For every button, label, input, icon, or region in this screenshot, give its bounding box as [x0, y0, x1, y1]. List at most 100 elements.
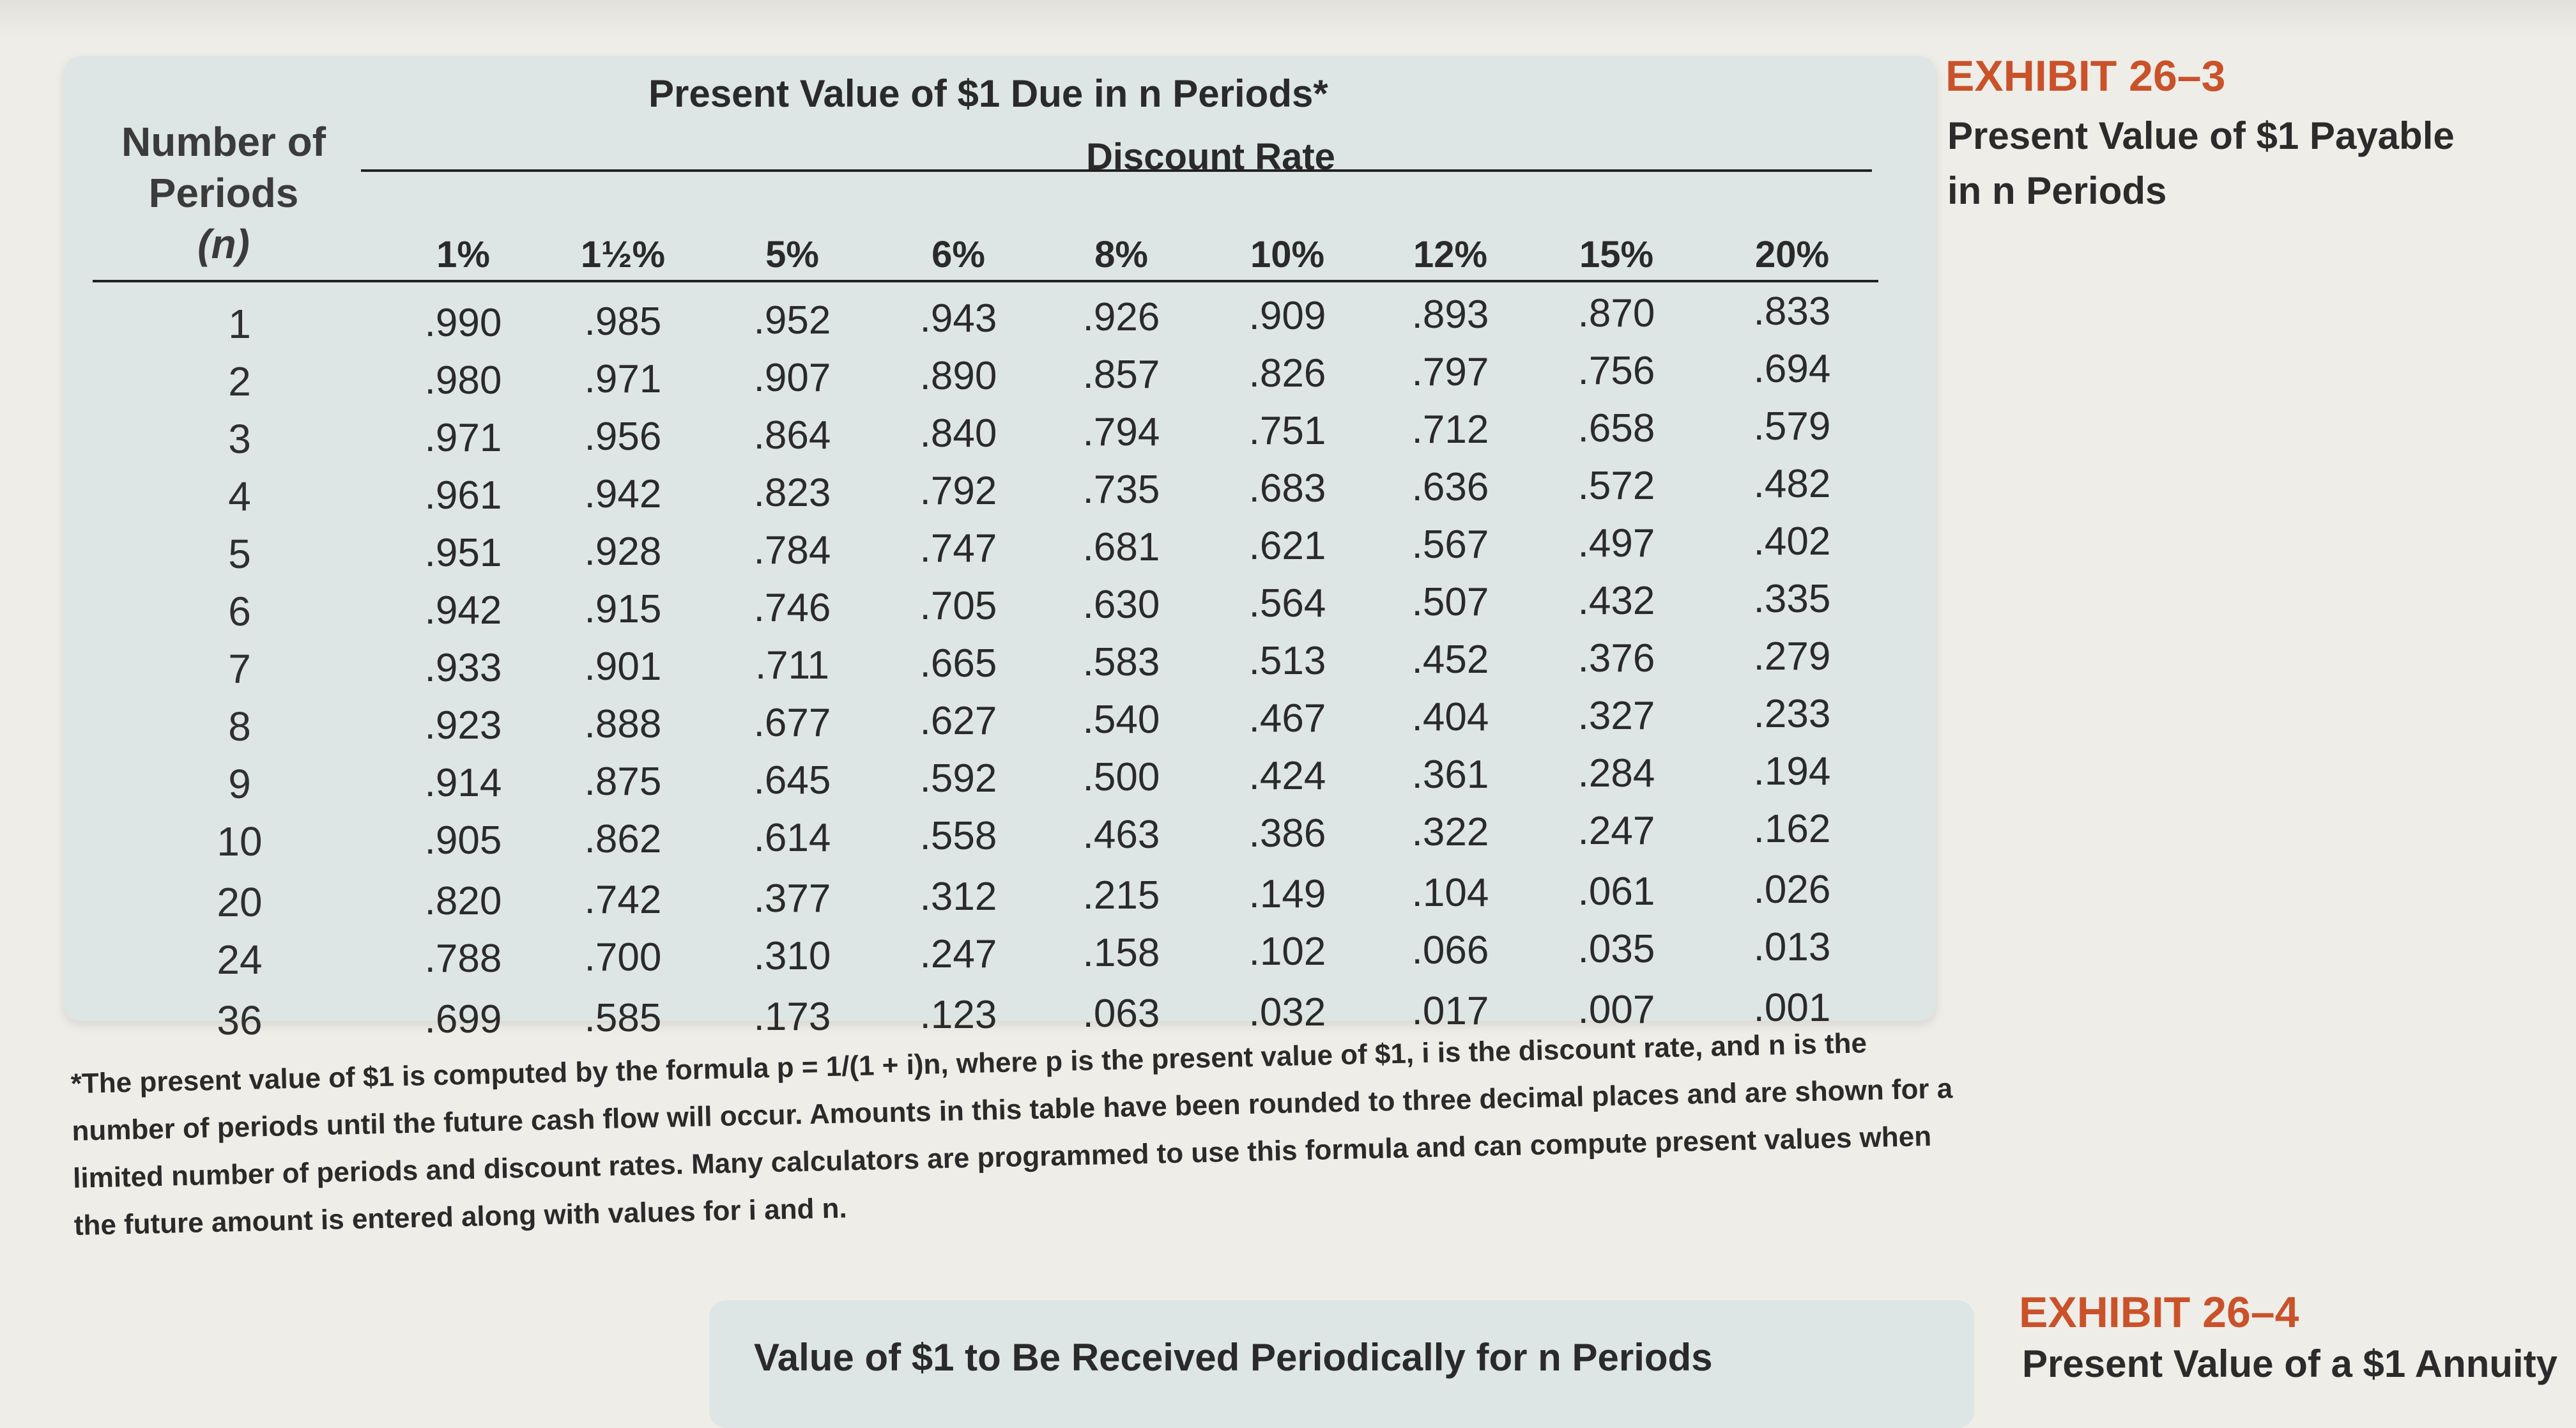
pv-cell: .540	[1082, 698, 1160, 742]
pv-cell: .751	[1248, 409, 1326, 453]
pv-cell: .833	[1753, 289, 1831, 334]
pv-cell: .636	[1411, 465, 1489, 509]
pv-cell: .279	[1753, 634, 1831, 679]
rate-header: 10%	[1250, 234, 1325, 275]
period-label: 1	[228, 301, 251, 347]
period-label: 24	[217, 937, 263, 983]
pv-cell: .026	[1753, 868, 1831, 912]
period-label: 36	[217, 997, 263, 1043]
pv-cell: .013	[1753, 925, 1831, 969]
pv-cell: .558	[919, 814, 997, 858]
rate-header: 6%	[931, 234, 985, 275]
row-header-line1: Number of	[121, 119, 326, 165]
pv-cell: .705	[919, 584, 997, 628]
pv-cell: .583	[1082, 640, 1160, 684]
page-top-edge	[0, 0, 2576, 38]
pv-cell: .007	[1577, 988, 1655, 1032]
pv-cell: .942	[584, 472, 662, 516]
rate-header: 1%	[436, 234, 490, 275]
footnote: *The present value of $1 is computed by …	[70, 1027, 1953, 1241]
pv-cell: .928	[584, 530, 662, 574]
exhibit-number: EXHIBIT 26–3	[1945, 52, 2226, 100]
pv-cell: .980	[424, 358, 502, 403]
pv-cell: .402	[1753, 519, 1831, 564]
pv-cell: .500	[1082, 755, 1160, 799]
pv-cell: .747	[919, 526, 997, 571]
pv-cell: .961	[424, 473, 502, 518]
rate-header: 12%	[1413, 234, 1488, 275]
pv-cell: .784	[753, 528, 831, 572]
pv-cell: .001	[1753, 986, 1831, 1030]
pv-cell: .875	[584, 760, 662, 804]
pv-cell: .233	[1753, 692, 1831, 736]
pv-cell: .914	[424, 761, 502, 805]
pv-cell: .572	[1577, 464, 1655, 508]
pv-cell: .735	[1082, 468, 1160, 512]
row-header: Number of Periods (n)	[109, 116, 339, 270]
pv-cell: .215	[1082, 873, 1160, 917]
period-label: 5	[228, 531, 251, 577]
pv-cell: .888	[584, 702, 662, 746]
pv-cell: .788	[424, 937, 502, 981]
rate-header: 1½%	[580, 234, 666, 275]
header-rule	[361, 169, 1872, 172]
pv-cell: .665	[919, 641, 997, 686]
pv-cell: .840	[919, 411, 997, 456]
pv-cell: .335	[1753, 577, 1831, 621]
pv-cell: .630	[1082, 583, 1160, 627]
pv-cell: .361	[1411, 753, 1489, 797]
pv-cell: .376	[1577, 636, 1655, 680]
pv-cell: .567	[1411, 523, 1489, 567]
pv-cell: .893	[1411, 293, 1489, 337]
pv-cell: .467	[1248, 696, 1326, 741]
pv-cell: .452	[1411, 638, 1489, 682]
pv-cell: .032	[1248, 990, 1326, 1034]
rate-header: 8%	[1094, 234, 1148, 275]
pv-cell: .901	[584, 645, 662, 689]
pv-cell: .826	[1248, 351, 1326, 395]
pv-cell: .823	[753, 471, 831, 515]
pv-cell: .864	[753, 413, 831, 457]
period-label: 2	[228, 358, 251, 404]
table-title: Present Value of $1 Due in n Periods*	[648, 72, 1328, 115]
pv-cell: .907	[753, 356, 831, 400]
pv-cell: .579	[1753, 404, 1831, 449]
pv-cell: .794	[1082, 410, 1160, 454]
pv-cell: .158	[1082, 931, 1160, 975]
pv-cell: .312	[919, 875, 997, 919]
pv-cell: .820	[424, 879, 502, 923]
period-label: 8	[228, 703, 251, 749]
pv-cell: .066	[1411, 928, 1489, 972]
pv-cell: .463	[1082, 813, 1160, 857]
next-table-title: Value of $1 to Be Received Periodically …	[754, 1336, 1713, 1379]
pv-cell: .614	[753, 816, 831, 860]
pv-cell: .890	[919, 354, 997, 398]
pv-cell: .194	[1753, 749, 1831, 794]
period-label: 6	[228, 588, 251, 634]
pv-cell: .035	[1577, 927, 1655, 971]
pv-cell: .658	[1577, 406, 1655, 450]
pv-cell: .592	[919, 756, 997, 801]
pv-cell: .952	[753, 298, 831, 342]
pv-cell: .985	[584, 300, 662, 344]
pv-cell: .711	[755, 643, 830, 687]
pv-cell: .627	[919, 699, 997, 743]
pv-cell: .327	[1577, 694, 1655, 738]
period-label: 10	[217, 818, 263, 864]
period-label: 20	[217, 879, 263, 925]
pv-cell: .923	[424, 703, 502, 748]
pv-cell: .432	[1577, 579, 1655, 623]
pv-cell: .284	[1577, 751, 1655, 795]
pv-cell: .870	[1577, 291, 1655, 335]
pv-cell: .677	[753, 701, 831, 745]
pv-cell: .792	[919, 469, 997, 513]
pv-cell: .915	[584, 587, 662, 631]
pv-cell: .699	[424, 997, 502, 1041]
period-label: 4	[228, 473, 251, 519]
pv-cell: .990	[424, 301, 502, 345]
pv-cell: .513	[1248, 639, 1326, 683]
pv-cell: .507	[1411, 580, 1489, 624]
pv-cell: .951	[424, 531, 502, 575]
pv-cell: .162	[1753, 807, 1831, 851]
next-exhibit-title: Present Value of a $1 Annuity	[2022, 1342, 2558, 1385]
